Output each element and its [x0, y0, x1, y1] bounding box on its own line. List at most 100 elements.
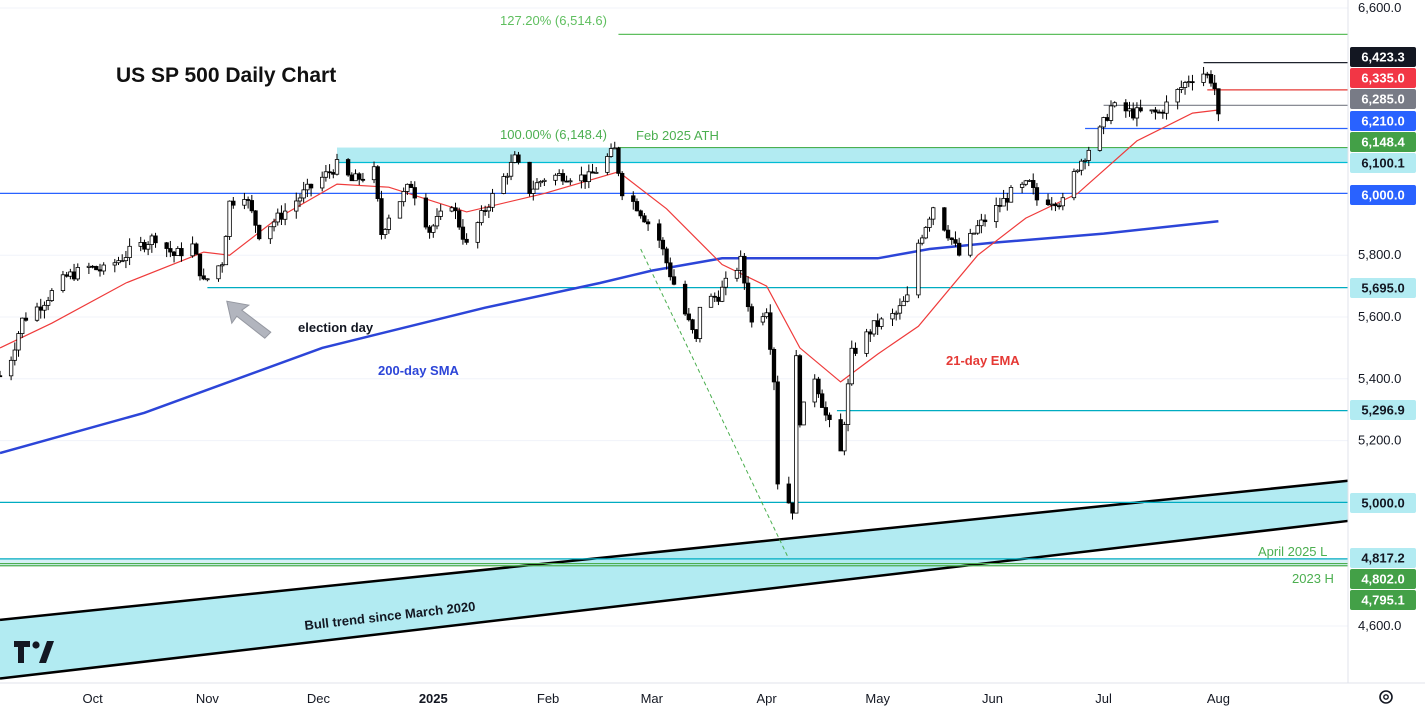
- sma-200-line: [0, 219, 1219, 455]
- candle-8: [42, 301, 47, 319]
- candle-body-127: [660, 239, 666, 250]
- candle-body-212: [1101, 117, 1106, 128]
- candle-body-23: [120, 260, 125, 263]
- candle-body-80: [412, 187, 417, 199]
- tradingview-logo[interactable]: [14, 641, 54, 663]
- price-badges: 6,423.3 6,335.0 6,285.0 6,210.0 6,148.4 6,100…: [1350, 47, 1416, 610]
- candle-body-112: [582, 174, 588, 183]
- candle-body-169: [875, 320, 880, 327]
- candle-140: [723, 271, 729, 296]
- candle-4: [20, 317, 25, 338]
- candle-body-56: [294, 200, 299, 212]
- candle-body-211: [1097, 126, 1103, 151]
- candle-body-224: [1160, 111, 1165, 114]
- h2023-label: 2023 H: [1292, 571, 1334, 586]
- candle-160: [827, 412, 832, 428]
- candle-body-129: [668, 262, 673, 278]
- dashed-line: [640, 248, 790, 560]
- candle-body-202: [1049, 203, 1054, 206]
- candle-165: [853, 342, 858, 357]
- settings-gear-icon[interactable]: [1379, 690, 1393, 704]
- candle-153: [794, 350, 799, 514]
- ema-21-label: 21-day EMA: [946, 353, 1020, 368]
- candle-44: [227, 200, 232, 241]
- candle-body-43: [223, 236, 229, 266]
- price-badge-label-7: 6,000.0: [1361, 188, 1404, 203]
- candle-176: [916, 239, 921, 299]
- candle-body-183: [949, 237, 954, 241]
- candle-body-210: [1086, 149, 1091, 161]
- candle-128: [664, 246, 669, 270]
- candle-body-125: [645, 221, 651, 225]
- candle-125: [645, 219, 651, 231]
- candle-body-195: [1008, 187, 1014, 203]
- candle-42: [220, 262, 225, 273]
- candle-body-7: [38, 306, 43, 311]
- candle-189: [979, 213, 984, 234]
- candle-39: [201, 268, 206, 281]
- candle-226: [1175, 88, 1180, 110]
- candle-103: [534, 178, 540, 190]
- candle-144: [745, 276, 751, 312]
- price-badge-12: [1350, 569, 1416, 589]
- candle-10: [49, 288, 55, 303]
- candle-204: [1056, 203, 1062, 210]
- candle-162: [842, 421, 847, 456]
- candle-220: [1138, 99, 1143, 113]
- candle-body-105: [542, 179, 547, 182]
- candle-body-130: [671, 276, 677, 285]
- candle-89: [460, 219, 466, 245]
- candle-151: [786, 476, 791, 504]
- price-badge-2: [1350, 68, 1416, 88]
- candle-214: [1108, 100, 1114, 125]
- price-tick-1: 5,200.0: [1358, 433, 1401, 448]
- chart-title: US SP 500 Daily Chart: [116, 64, 336, 87]
- candle-body-167: [868, 331, 873, 335]
- price-badge-5: [1350, 132, 1416, 152]
- candle-body-15: [75, 267, 80, 280]
- price-tick-3: 5,600.0: [1358, 309, 1401, 324]
- time-tick-aug: Aug: [1207, 691, 1230, 706]
- price-badge-label-13: 4,795.1: [1361, 593, 1404, 608]
- candle-101: [527, 161, 532, 197]
- candle-body-11: [60, 274, 66, 291]
- time-tick-feb: Feb: [537, 691, 559, 706]
- dashed-trend-line: [640, 248, 790, 560]
- candle-body-99: [512, 154, 517, 163]
- candle-199: [1031, 173, 1036, 195]
- candle-body-111: [579, 174, 584, 182]
- candle-body-166: [864, 331, 869, 354]
- candle-body-128: [664, 248, 669, 264]
- candle-40: [205, 278, 210, 282]
- candle-126: [657, 219, 662, 248]
- candle-body-176: [916, 242, 921, 296]
- election-day-label: election day: [298, 320, 374, 335]
- candle-88: [457, 207, 462, 230]
- candle-body-38: [197, 253, 203, 277]
- candle-body-63: [327, 171, 332, 174]
- candle-body-49: [253, 210, 258, 226]
- candle-113: [586, 164, 591, 189]
- candle-body-52: [271, 221, 277, 228]
- price-badge-1: [1350, 47, 1416, 67]
- candle-15: [75, 263, 80, 281]
- candle-23: [120, 254, 125, 263]
- candle-177: [919, 234, 925, 246]
- time-axis[interactable]: [0, 682, 1425, 715]
- candle-124: [642, 212, 647, 223]
- price-badge-13: [1350, 590, 1416, 610]
- candle-body-151: [786, 483, 791, 504]
- candle-body-76: [397, 201, 403, 219]
- candle-body-198: [1027, 180, 1032, 182]
- gear-hub: [1383, 694, 1389, 700]
- candle-body-201: [1045, 199, 1051, 205]
- candle-body-177: [919, 237, 925, 244]
- candle-155: [801, 401, 806, 426]
- candle-79: [408, 180, 414, 188]
- candle-215: [1112, 101, 1117, 108]
- candle-body-173: [897, 305, 903, 314]
- candle-body-131: [682, 283, 688, 315]
- candle-85: [438, 204, 443, 220]
- candle-body-143: [742, 255, 747, 284]
